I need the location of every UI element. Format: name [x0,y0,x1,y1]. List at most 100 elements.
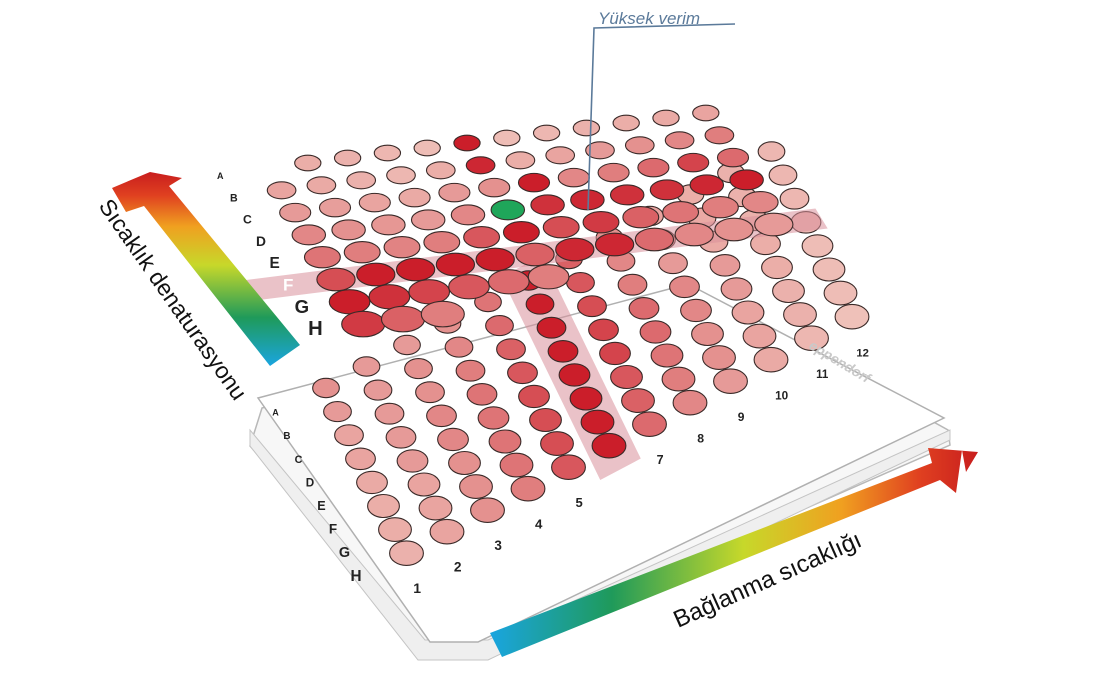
well [450,204,486,226]
well [367,493,400,519]
well [306,176,337,195]
well [545,146,576,165]
well [532,124,561,142]
well [413,139,441,157]
well [352,356,381,377]
well [455,359,486,382]
well [418,495,453,521]
well [312,377,340,399]
well [444,336,474,358]
well [502,221,540,244]
row-label: G [295,296,309,317]
well [510,475,546,502]
well [650,343,684,368]
well [378,517,412,543]
well [580,409,615,435]
well [385,425,417,449]
well [515,242,555,267]
well [463,226,501,249]
well [542,216,580,239]
well [639,320,672,344]
column-label: 9 [738,410,745,424]
well [529,407,562,433]
well [496,338,526,361]
well [328,289,371,315]
row-label: A [217,171,224,181]
well [291,224,327,246]
well [716,147,750,168]
well [664,131,695,150]
well [371,214,406,236]
well [437,427,469,452]
well [621,388,655,414]
well [386,166,416,185]
well [356,470,388,495]
well [303,246,341,269]
well [731,300,765,325]
well [757,141,786,162]
callout-line [587,23,736,211]
well [753,346,789,373]
well [374,402,405,425]
well [622,206,660,229]
column-label: 12 [856,348,869,360]
well [572,119,601,137]
well [341,310,386,338]
well [294,154,322,172]
well [363,379,393,401]
well [459,474,493,500]
well [783,302,817,328]
well [558,363,591,387]
well [582,211,620,234]
column-label: 3 [494,538,502,553]
well [547,339,579,363]
column-label: 10 [775,390,789,403]
row-label: F [283,276,293,295]
well [448,450,481,476]
row-label: C [243,213,252,227]
row-label: H [308,318,323,340]
well [346,171,377,190]
well [662,201,700,224]
row-label: C [295,454,303,466]
well [761,255,793,280]
column-label: 2 [454,560,462,575]
well [794,325,829,351]
well [356,262,396,287]
well [729,169,764,191]
well [634,227,675,252]
well [408,279,451,305]
well [343,241,381,264]
well [714,217,754,242]
well [672,389,708,416]
denaturation-gradient-arrow [112,172,300,366]
well [438,182,471,203]
well [331,219,366,241]
well [316,267,356,292]
well [701,196,739,219]
well [477,406,510,430]
column-label: 6 [616,474,623,489]
well [536,316,567,339]
well [801,234,834,258]
well [617,273,648,296]
well [772,278,805,304]
well [398,187,431,208]
well [577,295,607,318]
well [358,192,391,213]
best-well [490,199,526,221]
well [658,252,688,275]
well [713,368,748,394]
well [266,181,297,200]
row-label: B [283,431,290,442]
well [628,296,660,320]
well [389,540,424,566]
well [499,452,534,478]
well [525,293,555,315]
